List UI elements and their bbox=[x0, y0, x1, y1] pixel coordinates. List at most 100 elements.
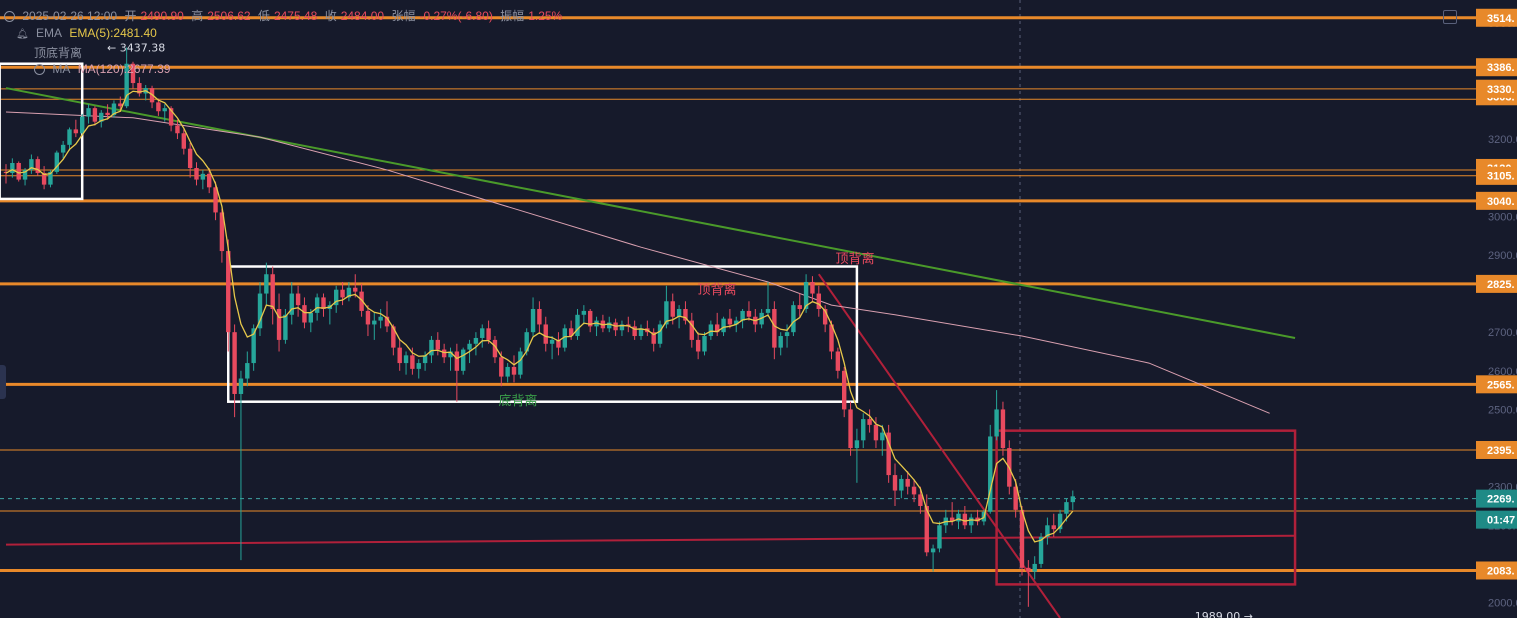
ma-value: MA(120):2677.39 bbox=[77, 62, 171, 76]
level-label: 3386. bbox=[1487, 62, 1515, 74]
open-value: 2490.90 bbox=[140, 9, 184, 23]
candle-body bbox=[200, 173, 206, 180]
candle-body bbox=[22, 169, 28, 180]
candle-body bbox=[410, 355, 415, 369]
amplitude-label: 振幅 bbox=[500, 9, 525, 23]
candle-body bbox=[937, 525, 942, 549]
candle-body bbox=[988, 436, 993, 512]
candle-body bbox=[854, 440, 860, 449]
candle-body bbox=[60, 144, 66, 153]
candle-body bbox=[772, 309, 777, 348]
candle-body bbox=[334, 289, 339, 306]
candle-body bbox=[575, 314, 580, 337]
candle-body bbox=[905, 478, 910, 487]
candle-body bbox=[511, 366, 517, 375]
candle-body bbox=[118, 103, 123, 107]
candle-body bbox=[829, 324, 834, 352]
candle-body bbox=[1070, 496, 1075, 503]
candle-body bbox=[168, 108, 174, 126]
candle-body bbox=[702, 336, 707, 352]
axis-tick-label: 3000.00 bbox=[1488, 211, 1517, 223]
datetime: 2025-02-26 12:00 bbox=[22, 9, 118, 23]
candle-body bbox=[1013, 486, 1018, 510]
bell-icon[interactable]: 🔔︎ bbox=[16, 29, 29, 40]
divergence-row[interactable]: 顶底背离 bbox=[34, 44, 86, 61]
candle-body bbox=[321, 297, 326, 309]
level-label: 3330. bbox=[1487, 84, 1515, 96]
sidebar-toggle-handle[interactable] bbox=[0, 365, 6, 399]
candle-body bbox=[435, 339, 440, 350]
candle-body bbox=[727, 318, 733, 325]
candle-body bbox=[715, 324, 720, 333]
ma-row[interactable]: MA MA(120):2677.39 bbox=[34, 62, 174, 76]
level-label-bg bbox=[1476, 274, 1517, 293]
candle-body bbox=[708, 324, 714, 337]
candle-body bbox=[448, 351, 453, 358]
ema-name: EMA bbox=[36, 26, 63, 40]
candle-body bbox=[746, 310, 752, 317]
low-value: 2475.48 bbox=[273, 9, 318, 23]
candle-body bbox=[156, 102, 161, 112]
candle-body bbox=[283, 314, 288, 340]
high-value: 2506.62 bbox=[207, 9, 251, 23]
range-box bbox=[995, 429, 1297, 586]
candle-body bbox=[969, 517, 974, 526]
candle-body bbox=[314, 297, 320, 313]
candle-body bbox=[543, 324, 548, 344]
ema-row[interactable]: 🔔︎ EMA EMA(5):2481.40 bbox=[16, 26, 161, 40]
candle-body bbox=[48, 171, 53, 185]
candle-body bbox=[372, 320, 377, 325]
candle-body bbox=[454, 351, 460, 371]
candle-body bbox=[524, 332, 529, 352]
candle-body bbox=[257, 293, 263, 329]
close-label: 收 bbox=[324, 9, 337, 23]
candle-body bbox=[588, 310, 593, 327]
level-label: 2565. bbox=[1487, 379, 1515, 391]
candle-body bbox=[568, 328, 574, 337]
candle-body bbox=[340, 289, 345, 298]
level-label: 2825. bbox=[1487, 279, 1515, 291]
candle-body bbox=[848, 409, 853, 449]
candle-body bbox=[10, 162, 15, 174]
candle-body bbox=[276, 309, 282, 340]
candle-body bbox=[962, 513, 968, 526]
axis-tick-label: 2600.00 bbox=[1488, 366, 1517, 378]
eye-icon[interactable] bbox=[34, 64, 45, 75]
candle-body bbox=[842, 370, 847, 410]
candle-body bbox=[670, 301, 675, 317]
amplitude-value: 1.25% bbox=[528, 9, 563, 23]
fullscreen-icon[interactable] bbox=[1443, 10, 1457, 24]
candle-body bbox=[416, 363, 421, 369]
candle-body bbox=[67, 129, 72, 145]
chart-annotation: 1989.00 → bbox=[1195, 610, 1253, 618]
candle-body bbox=[721, 318, 726, 333]
candle-body bbox=[384, 316, 390, 327]
candle-body bbox=[651, 332, 656, 344]
candle-body bbox=[359, 291, 364, 311]
candle-body bbox=[111, 103, 117, 116]
candle-body bbox=[80, 116, 85, 134]
current-price-label-bg bbox=[1476, 489, 1517, 508]
candle-body bbox=[467, 343, 472, 350]
candle-body bbox=[391, 326, 396, 348]
candle-body bbox=[1051, 525, 1056, 530]
candle-body bbox=[683, 309, 688, 321]
candle-body bbox=[162, 108, 167, 112]
level-label-bg bbox=[1476, 79, 1517, 98]
candle-body bbox=[549, 339, 555, 344]
candle-body bbox=[822, 309, 828, 325]
candle-body bbox=[492, 339, 498, 358]
candle-body bbox=[251, 328, 256, 364]
low-label: 低 bbox=[257, 9, 270, 23]
candle-body bbox=[403, 355, 409, 364]
chevron-icon[interactable] bbox=[4, 11, 15, 22]
candle-body bbox=[835, 351, 841, 371]
candle-body bbox=[1045, 525, 1050, 537]
level-label: 2395. bbox=[1487, 445, 1515, 457]
candle-body bbox=[289, 293, 294, 315]
axis-tick-label: 2700.00 bbox=[1488, 327, 1517, 339]
candle-body bbox=[353, 287, 358, 292]
candle-body bbox=[911, 486, 917, 495]
level-label: 3514. bbox=[1487, 13, 1515, 25]
